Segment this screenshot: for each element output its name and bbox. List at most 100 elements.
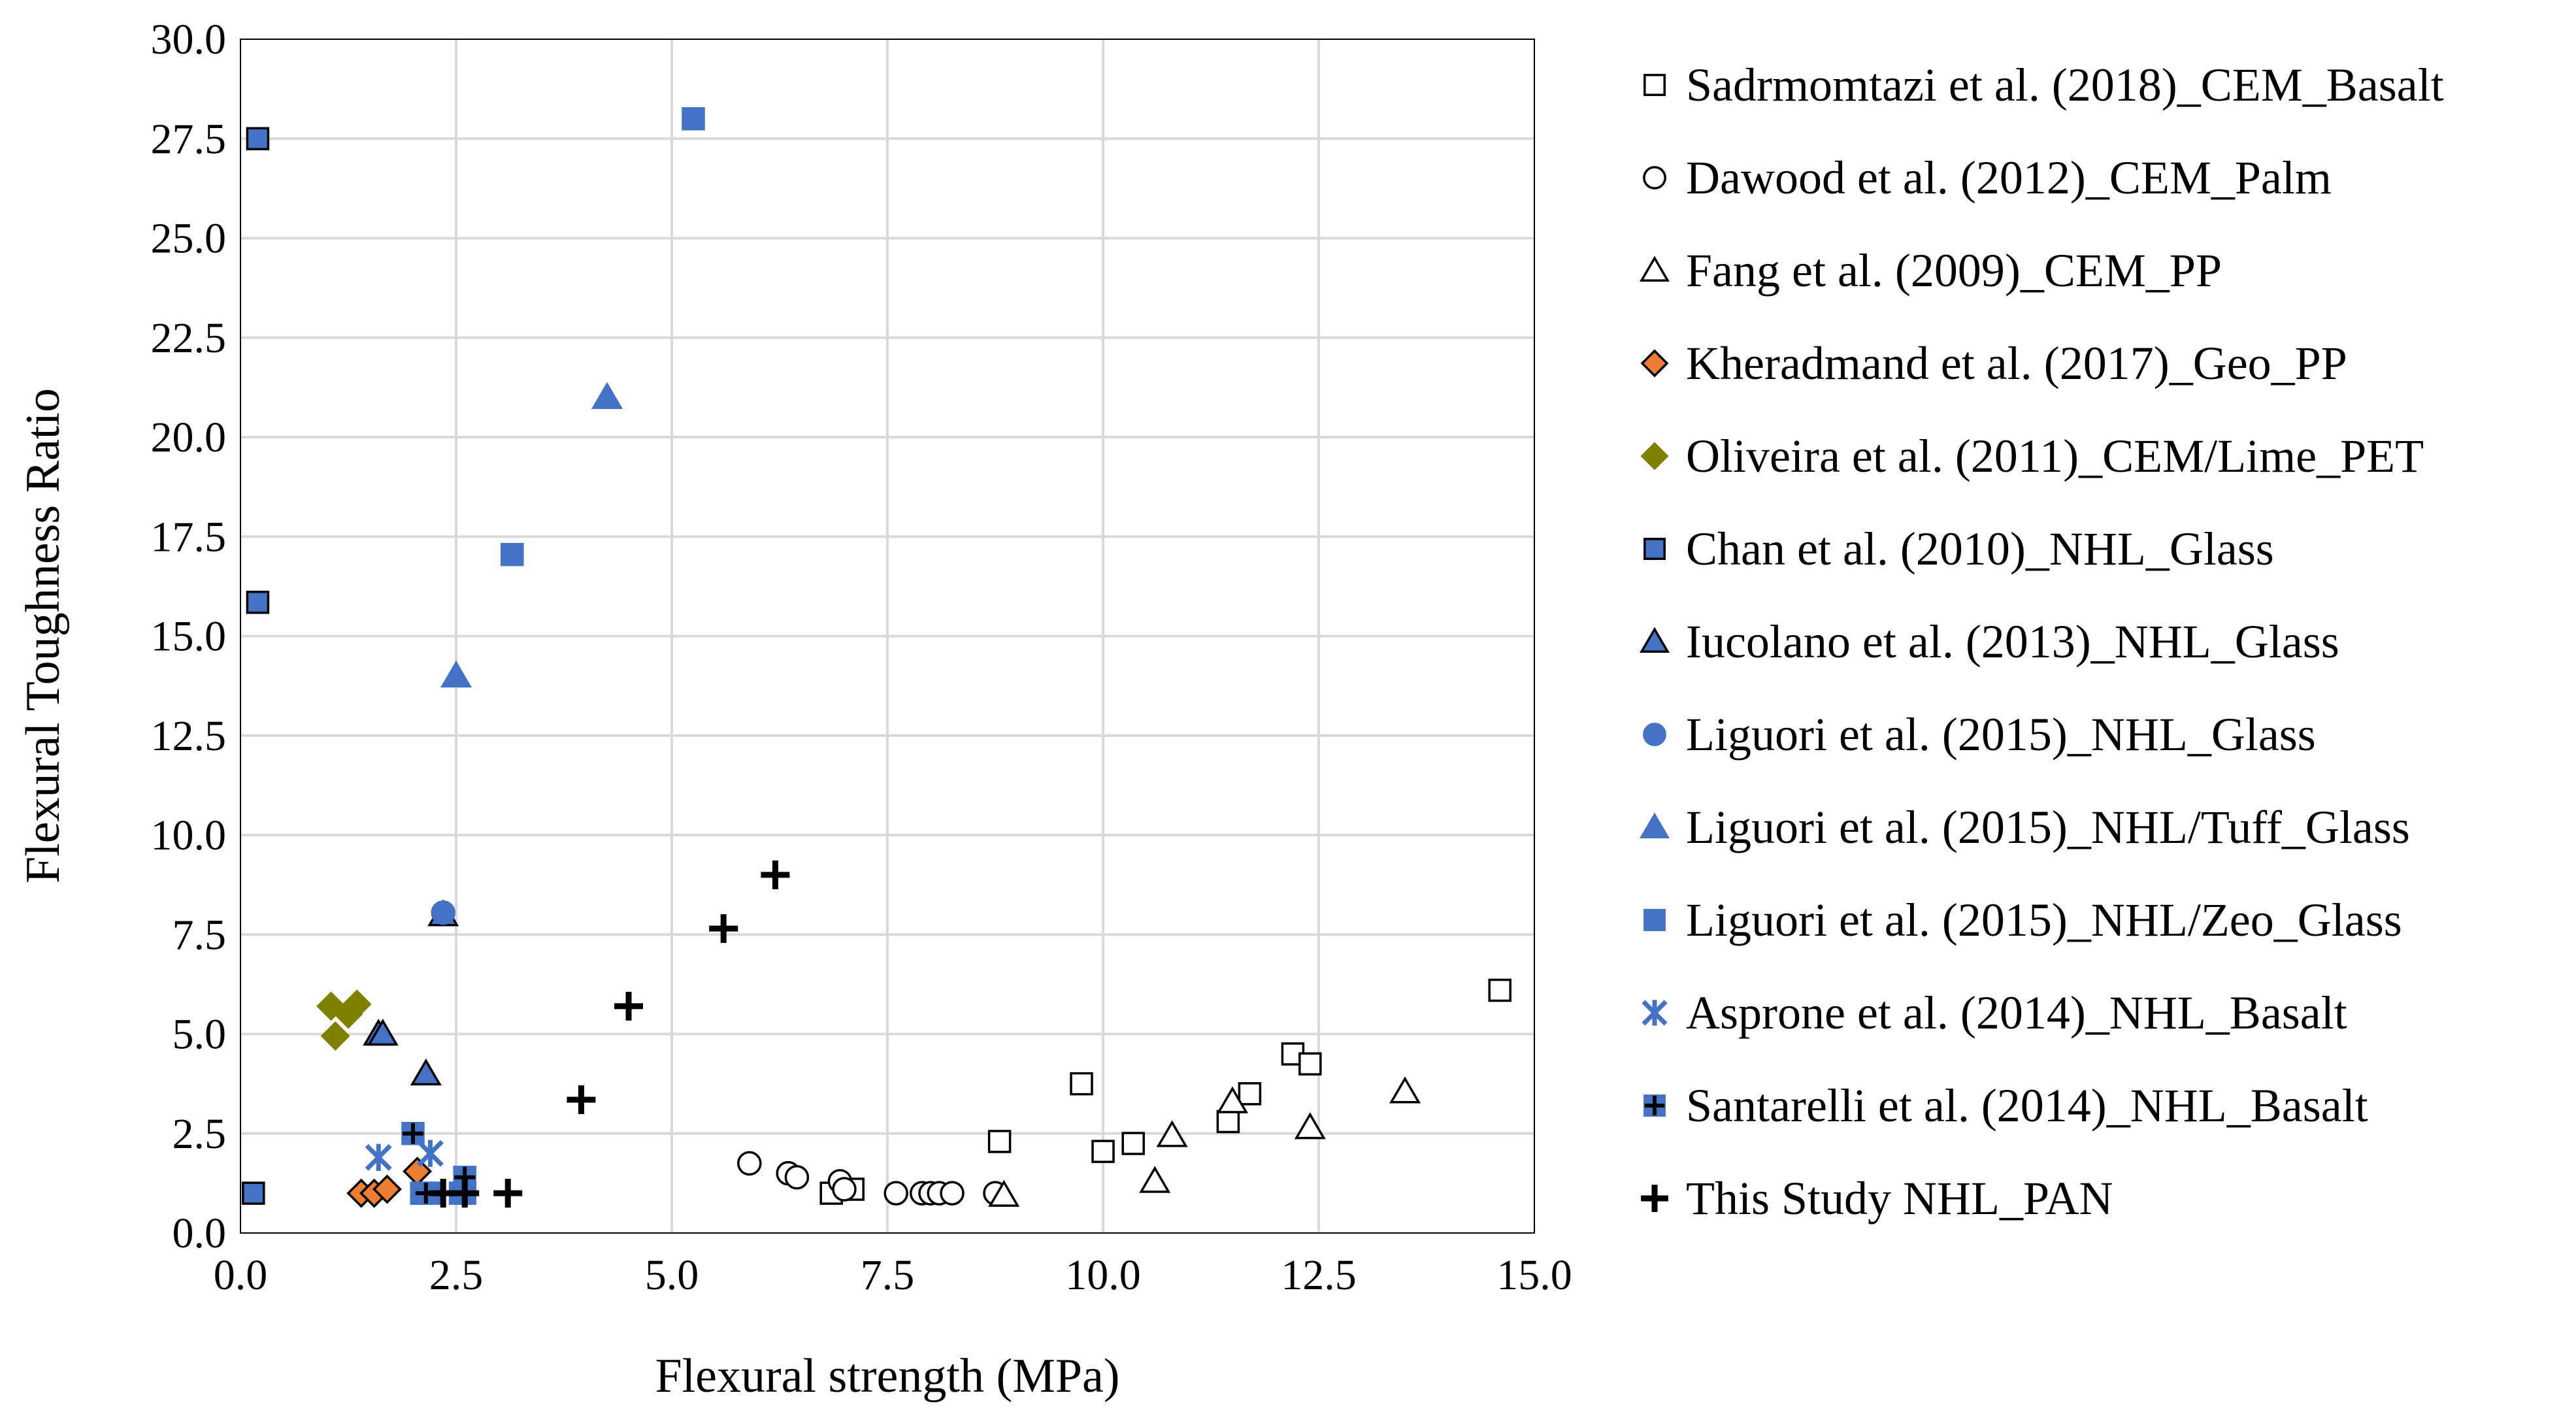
data-point — [501, 542, 524, 567]
legend-label: Kheradmand et al. (2017)_Geo_PP — [1686, 337, 2347, 389]
y-tick-label: 5.0 — [173, 1011, 227, 1059]
data-point — [1488, 978, 1511, 1002]
data-point — [372, 1174, 402, 1204]
x-tick-label: 2.5 — [429, 1251, 484, 1299]
x-tick-label: 10.0 — [1065, 1251, 1141, 1299]
legend-marker — [1640, 812, 1670, 838]
legend-label: Asprone et al. (2014)_NHL_Basalt — [1686, 987, 2347, 1039]
series-12 — [401, 1122, 476, 1205]
legend-label: Chan et al. (2010)_NHL_Glass — [1686, 523, 2274, 575]
legend-item: Sadrmomtazi et al. (2018)_CEM_Basalt — [1643, 59, 2444, 111]
data-point — [940, 1181, 965, 1206]
legend-marker — [1641, 1185, 1668, 1212]
y-tick-label: 7.5 — [173, 911, 227, 959]
legend-label: This Study NHL_PAN — [1686, 1172, 2113, 1225]
data-point — [342, 989, 372, 1019]
legend-item: This Study NHL_PAN — [1641, 1172, 2113, 1225]
legend-marker — [1643, 166, 1666, 189]
legend-label: Liguori et al. (2015)_NHL/Zeo_Glass — [1686, 894, 2402, 946]
data-point — [987, 1130, 1012, 1153]
legend-item: Fang et al. (2009)_CEM_PP — [1640, 244, 2222, 297]
data-point — [737, 1151, 762, 1176]
data-point — [1139, 1166, 1171, 1193]
legend-item: Chan et al. (2010)_NHL_Glass — [1643, 523, 2274, 575]
legend-label: Dawood et al. (2012)_CEM_Palm — [1686, 152, 2332, 204]
series-9 — [440, 382, 623, 688]
data-point — [988, 1179, 1020, 1207]
data-point — [1389, 1076, 1421, 1104]
data-points — [242, 107, 1511, 1208]
y-tick-label: 20.0 — [151, 414, 227, 461]
data-point — [832, 1177, 857, 1202]
legend-marker — [1642, 1000, 1668, 1026]
data-point — [440, 660, 472, 688]
legend-marker — [1643, 909, 1666, 931]
data-point — [450, 1179, 480, 1208]
data-point — [1216, 1086, 1249, 1113]
data-point — [614, 991, 643, 1021]
plot-area-frame — [240, 39, 1535, 1234]
legend-item: Kheradmand et al. (2017)_Geo_PP — [1640, 337, 2347, 389]
legend-marker — [1643, 538, 1666, 560]
data-point — [1121, 1132, 1145, 1155]
x-axis-title: Flexural strength (MPa) — [655, 1349, 1119, 1403]
data-point — [1156, 1120, 1188, 1147]
data-point — [403, 1157, 433, 1187]
data-point — [709, 914, 738, 944]
y-tick-label: 27.5 — [151, 115, 227, 163]
data-point — [246, 127, 270, 150]
series-5 — [316, 989, 372, 1051]
data-point — [761, 860, 790, 889]
series-4 — [346, 1157, 433, 1208]
legend-item: Santarelli et al. (2014)_NHL_Basalt — [1643, 1079, 2368, 1132]
data-point — [242, 1181, 265, 1205]
y-tick-label: 30.0 — [151, 16, 227, 63]
data-point — [1298, 1052, 1322, 1076]
legend-label: Santarelli et al. (2014)_NHL_Basalt — [1686, 1079, 2368, 1132]
legend-item: Liguori et al. (2015)_NHL_Glass — [1643, 708, 2316, 761]
legend-item: Asprone et al. (2014)_NHL_Basalt — [1642, 987, 2347, 1039]
legend-label: Liguori et al. (2015)_NHL/Tuff_Glass — [1686, 801, 2410, 853]
legend-label: Sadrmomtazi et al. (2018)_CEM_Basalt — [1686, 59, 2444, 111]
data-point — [416, 1140, 444, 1167]
y-tick-label: 15.0 — [151, 613, 227, 661]
series-3 — [988, 1076, 1421, 1207]
data-point — [410, 1058, 442, 1086]
legend-item: Iucolano et al. (2013)_NHL_Glass — [1640, 616, 2339, 668]
legend: Sadrmomtazi et al. (2018)_CEM_Basalt Dawo… — [1640, 59, 2444, 1225]
y-axis-title: Flexural Toughness Ratio — [16, 388, 70, 883]
grid — [240, 39, 1534, 1233]
series-8 — [431, 900, 455, 925]
y-tick-label: 22.5 — [151, 314, 227, 362]
series-11 — [365, 1140, 444, 1171]
y-tick-label: 2.5 — [173, 1110, 227, 1158]
legend-marker — [1643, 1094, 1666, 1117]
x-tick-label: 0.0 — [214, 1251, 268, 1299]
data-point — [784, 1164, 810, 1190]
axis-ticks: 0.0 2.5 5.0 7.5 10.0 12.5 15.0 0.0 2.5 5.0 7.5 10.0… — [151, 16, 1572, 1299]
data-point — [1294, 1112, 1326, 1140]
legend-marker — [1643, 74, 1666, 96]
data-point — [682, 107, 705, 131]
legend-marker — [1640, 349, 1669, 378]
legend-marker — [1640, 442, 1669, 470]
data-point — [493, 1179, 523, 1208]
data-point — [401, 1122, 425, 1145]
legend-label: Oliveira et al. (2011)_CEM/Lime_PET — [1686, 430, 2424, 482]
data-point — [883, 1181, 908, 1206]
data-point — [246, 590, 270, 614]
data-point — [367, 1019, 399, 1046]
legend-item: Liguori et al. (2015)_NHL/Zeo_Glass — [1643, 894, 2402, 946]
legend-marker — [1643, 723, 1666, 746]
series-2 — [737, 1151, 1008, 1206]
legend-item: Liguori et al. (2015)_NHL/Tuff_Glass — [1640, 801, 2410, 853]
y-tick-label: 10.0 — [151, 812, 227, 859]
data-point — [320, 1021, 350, 1051]
data-point — [591, 382, 623, 409]
data-point — [431, 900, 455, 925]
y-tick-label: 17.5 — [151, 513, 227, 561]
legend-item: Dawood et al. (2012)_CEM_Palm — [1643, 152, 2332, 204]
x-tick-label: 7.5 — [861, 1251, 915, 1299]
data-point — [1091, 1140, 1115, 1163]
